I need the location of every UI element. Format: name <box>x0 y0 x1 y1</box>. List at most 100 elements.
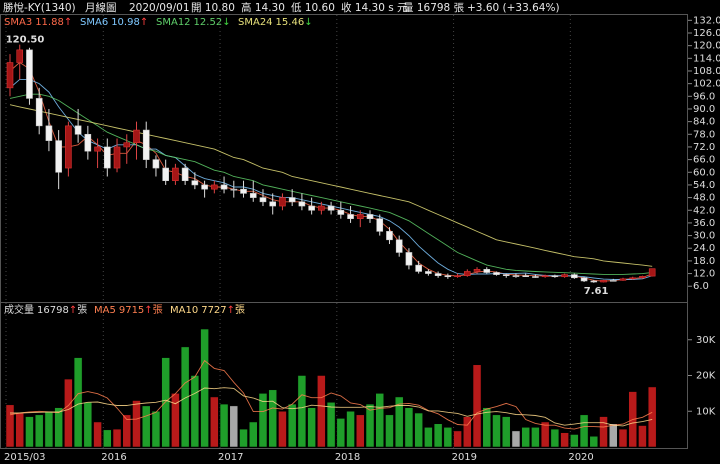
volume-bar <box>375 393 384 448</box>
volume-bar <box>141 405 151 448</box>
ma-line <box>9 104 653 267</box>
y-tick-label: 78.0 <box>693 129 715 140</box>
candle-body <box>152 159 160 169</box>
candle-body <box>172 167 179 182</box>
legend-name: MA10 <box>170 305 198 316</box>
volume-bar <box>540 421 550 448</box>
candle-body <box>279 197 286 207</box>
candle-body <box>16 49 24 63</box>
volume-panel <box>0 302 688 449</box>
legend-entry: MA5 9715↑張 <box>94 304 163 316</box>
header-item: 高 14.30 <box>241 1 285 14</box>
volume-bar <box>443 427 453 448</box>
candle-body <box>571 274 578 279</box>
legend-entry: SMA12 12.52↓ <box>156 17 231 28</box>
y-tick-label: 42.0 <box>693 205 715 216</box>
legend-unit: 張 <box>235 304 245 316</box>
candle-body <box>220 184 228 190</box>
legend-entry: SMA6 10.98↑ <box>80 17 148 28</box>
legend-arrow: ↑ <box>69 305 77 316</box>
legend-value: 10.98 <box>111 17 140 28</box>
volume-bar <box>278 411 287 448</box>
volume-bar <box>307 407 316 448</box>
y-tick-label: 6.0 <box>693 281 709 292</box>
legend-name: SMA6 <box>80 17 108 28</box>
header-item: 2020/09/01 <box>129 2 190 14</box>
volume-bar <box>638 425 647 448</box>
candle-body <box>347 214 354 219</box>
candle-body <box>405 252 413 266</box>
volume-bar <box>249 421 258 448</box>
legend-value: 11.88 <box>35 17 64 28</box>
candle-body <box>123 142 131 148</box>
annotation: 7.61 <box>584 286 609 297</box>
x-tick-label: 2020 <box>568 452 593 463</box>
candle-body <box>600 280 607 283</box>
legend-entry: MA10 7727↑張 <box>170 304 245 316</box>
candle-body <box>211 184 218 190</box>
volume-bar <box>501 416 511 448</box>
volume-bar <box>44 411 54 448</box>
header-item: 量 16798 張 <box>403 2 465 14</box>
candle-body <box>298 201 306 207</box>
legend-entry: SMA24 15.46↓ <box>238 17 313 28</box>
y-tick-label: 10K <box>696 406 716 417</box>
volume-bar <box>511 430 521 448</box>
legend-name: SMA3 <box>4 17 32 28</box>
candle-body <box>376 218 384 232</box>
candle-body <box>191 180 199 186</box>
volume-bar <box>180 346 190 448</box>
volume-bar <box>239 428 248 448</box>
candle-body <box>493 272 500 275</box>
volume-bar <box>414 412 423 448</box>
candle-body <box>386 231 393 241</box>
candle-body <box>133 129 140 144</box>
candle-body <box>619 278 627 281</box>
volume-bar <box>268 389 277 448</box>
candle-body <box>609 280 617 282</box>
volume-bar <box>531 427 540 448</box>
ma-line <box>10 387 653 427</box>
y-tick-label: 120.0 <box>693 41 720 52</box>
y-tick-label: 84.0 <box>693 117 715 128</box>
volume-bar <box>336 418 346 448</box>
x-tick-label: 2018 <box>335 452 360 463</box>
candle-body <box>473 269 481 272</box>
y-tick-label: 96.0 <box>693 91 715 102</box>
candle-body <box>26 49 33 99</box>
ma-line <box>9 359 653 430</box>
x-tick-label: 2017 <box>218 452 243 463</box>
candle-body <box>356 214 364 219</box>
candle-body <box>201 184 208 190</box>
x-tick-label: 2019 <box>452 452 477 463</box>
candle-body <box>327 205 335 211</box>
volume-bar <box>171 393 180 448</box>
ma-line <box>9 93 653 276</box>
volume-bar <box>609 423 618 448</box>
y-tick-label: 48.0 <box>693 193 715 204</box>
volume-bar <box>356 414 365 448</box>
legend-name: 成交量 <box>4 303 34 316</box>
legend-arrow: ↑ <box>64 17 72 28</box>
candle-body <box>648 268 656 277</box>
candle-body <box>65 125 72 169</box>
legend-value: 7727 <box>201 305 226 316</box>
volume-bar <box>579 414 589 448</box>
x-tick-label: 2016 <box>101 452 126 463</box>
y-tick-label: 12.0 <box>693 269 715 280</box>
candle-body <box>181 167 189 182</box>
volume-bar <box>83 402 93 448</box>
candle-body <box>337 209 345 215</box>
volume-bar <box>433 423 443 448</box>
legend-value: 16798 <box>37 305 69 316</box>
candle-body <box>35 98 43 127</box>
volume-bar <box>219 403 229 448</box>
candle-body <box>6 62 14 89</box>
candle-body <box>444 275 452 278</box>
candle-body <box>522 275 529 277</box>
y-tick-label: 126.0 <box>693 28 720 39</box>
legend-name: SMA12 <box>156 17 191 28</box>
candle-body <box>240 188 247 194</box>
volume-bar <box>151 411 161 448</box>
volume-bar <box>599 416 608 448</box>
